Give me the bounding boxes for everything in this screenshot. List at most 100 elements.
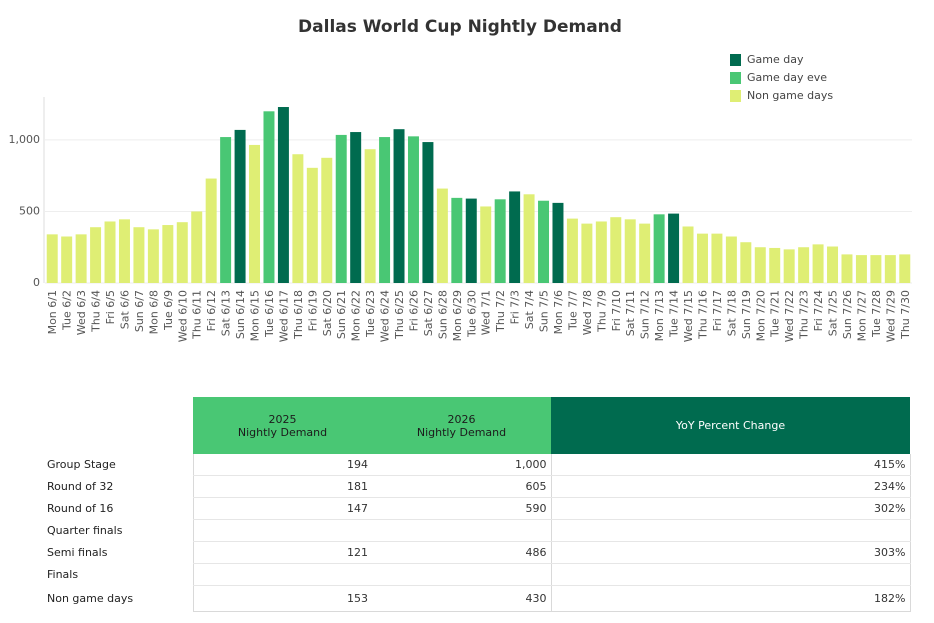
table-cell: 147 xyxy=(192,497,372,520)
table-cell: 194 xyxy=(192,454,372,476)
bar xyxy=(220,137,232,283)
x-tick-label: Sun 7/5 xyxy=(538,290,551,332)
bar xyxy=(581,223,593,283)
legend-swatch xyxy=(730,54,741,66)
bar xyxy=(191,211,203,283)
x-tick-label: Tue 7/14 xyxy=(668,290,681,338)
bar xyxy=(624,219,636,283)
x-tick-label: Wed 6/10 xyxy=(176,290,189,342)
bar xyxy=(494,199,506,283)
bar xyxy=(870,255,882,283)
table-cell: 590 xyxy=(372,497,552,520)
bar xyxy=(118,219,130,283)
bar xyxy=(350,132,362,283)
legend-label: Game day xyxy=(747,53,804,66)
x-tick-label: Thu 6/11 xyxy=(191,290,204,340)
bar xyxy=(509,191,521,283)
y-tick-label: 0 xyxy=(33,276,40,289)
bar xyxy=(595,221,607,283)
table-cell xyxy=(551,563,911,586)
x-tick-label: Tue 6/30 xyxy=(465,290,478,338)
x-tick-label: Fri 6/12 xyxy=(205,290,218,331)
bar xyxy=(754,247,766,283)
bar xyxy=(176,222,188,283)
bar xyxy=(306,167,318,283)
bar xyxy=(90,227,102,283)
x-tick-label: Wed 7/29 xyxy=(884,290,897,342)
x-tick-label: Wed 6/24 xyxy=(379,290,392,342)
x-tick-label: Sat 6/20 xyxy=(321,290,334,336)
x-tick-label: Fri 7/3 xyxy=(509,290,522,324)
table-cell: 430 xyxy=(372,585,552,612)
table-cell xyxy=(192,519,372,542)
legend-swatch xyxy=(730,90,741,102)
x-tick-label: Fri 7/10 xyxy=(610,290,623,331)
x-tick-label: Sun 7/26 xyxy=(841,290,854,339)
x-tick-label: Mon 6/22 xyxy=(350,290,363,341)
x-tick-label: Fri 6/5 xyxy=(104,290,117,324)
table-cell: 182% xyxy=(551,585,911,612)
y-tick-label: 1,000 xyxy=(9,133,41,146)
x-tick-label: Tue 6/9 xyxy=(162,290,175,331)
table-cell xyxy=(372,519,552,542)
table-cell: 234% xyxy=(551,475,911,498)
x-tick-label: Wed 6/3 xyxy=(75,290,88,335)
legend-swatch xyxy=(730,72,741,84)
x-tick-label: Mon 7/20 xyxy=(754,290,767,341)
bar xyxy=(234,129,246,283)
bar xyxy=(277,107,289,283)
x-tick-label: Thu 7/2 xyxy=(494,290,507,333)
bar xyxy=(899,254,911,283)
x-tick-label: Mon 6/1 xyxy=(46,290,59,334)
x-tick-label: Thu 7/30 xyxy=(899,290,912,340)
x-tick-label: Sun 6/21 xyxy=(335,290,348,339)
bar xyxy=(436,188,448,283)
table-cell: 415% xyxy=(551,454,911,476)
column-header: 2026 Nightly Demand xyxy=(372,397,551,454)
x-tick-label: Thu 6/4 xyxy=(90,290,103,333)
x-tick-label: Sun 6/28 xyxy=(436,290,449,339)
table-row: Semi finals 121 486 303% xyxy=(40,541,911,564)
bar xyxy=(696,233,708,283)
bar xyxy=(538,200,550,283)
table-cell xyxy=(372,563,552,586)
bar xyxy=(725,236,737,283)
bar xyxy=(812,244,824,283)
x-tick-label: Wed 7/8 xyxy=(581,290,594,335)
table-cell: 121 xyxy=(192,541,372,564)
column-header: 2025 Nightly Demand xyxy=(193,397,372,454)
x-tick-label: Mon 7/27 xyxy=(855,290,868,341)
table-cell xyxy=(551,519,911,542)
bar xyxy=(465,198,477,283)
x-tick-label: Fri 6/19 xyxy=(306,290,319,331)
bar xyxy=(249,144,261,283)
table-cell xyxy=(192,563,372,586)
row-label: Round of 32 xyxy=(47,480,114,493)
table-row: Round of 32 181 605 234% xyxy=(40,475,911,498)
x-tick-label: Sun 7/12 xyxy=(639,290,652,339)
bar xyxy=(841,254,853,283)
x-tick-label: Mon 7/6 xyxy=(552,290,565,334)
x-tick-label: Wed 7/22 xyxy=(783,290,796,342)
table-cell: 605 xyxy=(372,475,552,498)
x-tick-label: Thu 7/16 xyxy=(696,290,709,340)
x-tick-label: Tue 6/2 xyxy=(61,290,74,331)
x-tick-label: Tue 7/21 xyxy=(769,290,782,338)
bar xyxy=(639,223,651,283)
bar xyxy=(147,229,159,283)
x-tick-label: Fri 7/17 xyxy=(711,290,724,331)
bar xyxy=(321,157,333,283)
bar xyxy=(827,246,839,283)
x-tick-label: Sat 7/18 xyxy=(725,290,738,336)
table-row: Non game days 153 430 182% xyxy=(40,585,911,612)
bar xyxy=(798,247,810,283)
x-tick-label: Thu 7/9 xyxy=(595,290,608,333)
x-tick-label: Tue 6/16 xyxy=(263,290,276,338)
bar xyxy=(422,142,434,283)
bar xyxy=(668,213,680,283)
corner-cell xyxy=(40,397,193,454)
bar xyxy=(162,225,174,283)
bar xyxy=(682,226,694,283)
header-row: 2025 Nightly Demand 2026 Nightly Demand Yo… xyxy=(40,397,910,454)
